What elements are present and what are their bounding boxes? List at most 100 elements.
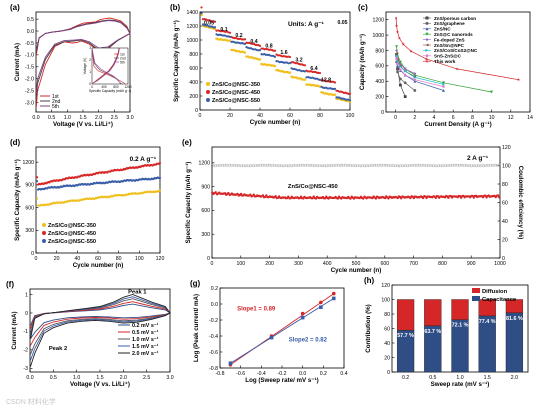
log-point-Peak 2 [269,335,274,340]
comparison-point-This work [395,24,399,28]
x-tick-label: 0.2 [320,371,327,377]
rate-point-ZnS/Co@NSC-350 [323,92,326,95]
legend-label: 1st [52,94,59,100]
ce-point [444,164,447,168]
rate-point-ZnS/Co@NSC-350 [275,69,278,72]
panel-e: 0 100 200 300 400 500 600 700 800 900 100003006009… [182,138,524,274]
ce-point [356,164,359,167]
y-tick-label: 0 [25,311,28,317]
ce-point [316,164,320,168]
bar-Diffusion [478,299,496,317]
legend-marker [206,82,210,86]
y-tick-label: 1200 [186,24,198,30]
bar-data-label: 77.4 % [479,319,496,325]
capacity-point [214,191,217,194]
x-tick-label: 8 [471,115,474,121]
fit-line-Peak 1 [230,293,335,366]
ce-point [216,163,219,167]
rate-point-ZnS/Co@NSC-350 [215,37,218,40]
cycle-point-ZnS/Co@NSC-550 [158,176,162,179]
rate-point-ZnS/Co@NSC-350 [297,77,301,80]
rate-point-ZnS/Co@NSC-350 [294,76,298,79]
rate-point-ZnS/Co@NSC-350 [290,75,293,78]
comparison-line-ZnS/CoS/CoS2@NC [396,55,444,85]
comparison-point-This work [397,36,401,40]
capacity-point [484,194,487,197]
comparison-point-SnS-ZnS@C [395,56,398,60]
ce-point [404,164,408,167]
y-tick-label: 300 [201,232,210,238]
rate-point-ZnS/Co@NSC-350 [308,83,311,86]
rate-label: 0.8 [265,44,272,50]
rate-point-ZnS/Co@NSC-350 [279,70,283,73]
legend-label: SnS-ZnS@C [434,54,462,59]
rate-point-ZnS/Co@NSC-350 [335,97,338,100]
capacity-point [252,193,255,196]
rate-point-ZnS/Co@NSC-350 [248,56,251,59]
ce-point [378,163,382,167]
ce-point [387,163,390,167]
x-tick-label: 200 [265,261,274,267]
rate-point-ZnS/Co@NSC-450 [273,49,277,52]
y-tick-label: 400 [375,79,384,85]
rate-point-ZnS/Co@NSC-350 [282,70,286,74]
capacity-point [227,191,230,195]
x-tick-label: 40 [74,256,80,262]
ce-point [328,164,332,167]
comparison-point-This work [516,78,521,82]
rate-point-ZnS/Co@NSC-350 [200,13,203,17]
rate-label: 12.8 [321,77,331,83]
x-axis-label: Cycle number (n) [331,267,382,274]
comparison-point-ZnS/CoS/CoS2@NC [399,65,402,69]
rate-point-ZnS/Co@NSC-350 [329,93,332,96]
legend-label: ZnS/Sn@NPC [434,43,465,48]
x-tick-label: 400 [323,261,332,267]
plot-frame [385,11,531,113]
rate-point-ZnS/Co@NSC-550 [333,87,337,90]
ce-point [247,164,250,168]
rate-point-ZnS/Co@NSC-350 [224,38,227,41]
inset-x-tick-label: 400 [101,85,107,89]
x-tick-label: 40 [257,113,263,119]
rate-label: 0.05 [337,20,347,26]
rate-point-ZnS/Co@NSC-550 [288,61,292,65]
x-tick-label: 0.5 [429,375,436,381]
rate-point-ZnS/Co@NSC-350 [300,78,304,81]
x-tick-label: 1000 [494,261,506,267]
y-tick-label: 200 [375,94,384,100]
x-tick-label: 0 [394,115,397,121]
ce-point [250,164,254,167]
x-tick-label: -0.2 [278,371,287,377]
x-tick-label: 100 [135,256,144,262]
bar-Diffusion [451,299,469,320]
y-tick-label: 0 [381,110,384,116]
rate-point-ZnS/Co@NSC-350 [318,85,322,88]
comparison-point-ZnS/porous carbon [399,83,402,87]
ce-point [238,164,242,167]
rate-point-ZnS/Co@NSC-350 [338,97,341,100]
x-tick-label: 600 [380,261,389,267]
ce-point [219,163,223,167]
rate-point-ZnS/Co@NSC-350 [260,62,263,66]
legend-label: 1.5 mV s⁻¹ [132,344,159,350]
ce-point [392,164,396,167]
x-tick-label: 100 [236,261,245,267]
rate-point-ZnS/Co@NSC-350 [264,63,268,66]
ce-point [426,164,430,167]
comparison-point-ZnS/CoS/CoS2@NC [395,54,398,58]
x-tick-label: 2.0 [511,375,518,381]
y-axis-label: Contribution (%) [365,304,372,352]
ce-point [382,163,385,167]
ce-point [423,164,427,167]
comparison-point-This work [394,16,398,20]
legend-label: 0.2 mV s⁻¹ [132,323,159,329]
rate-point-ZnS/Co@NSC-350 [251,56,254,59]
rate-point-ZnS/Co@NSC-350 [281,70,284,73]
x-tick-label: 4 [433,115,436,121]
ce-point [273,164,276,167]
y-tick-label: 800 [375,48,384,54]
ce-point [283,164,287,167]
legend-marker [206,90,210,94]
legend-label: ZnS/porous carbon [434,16,476,21]
comparison-point-SnS-ZnS@C [413,78,417,81]
